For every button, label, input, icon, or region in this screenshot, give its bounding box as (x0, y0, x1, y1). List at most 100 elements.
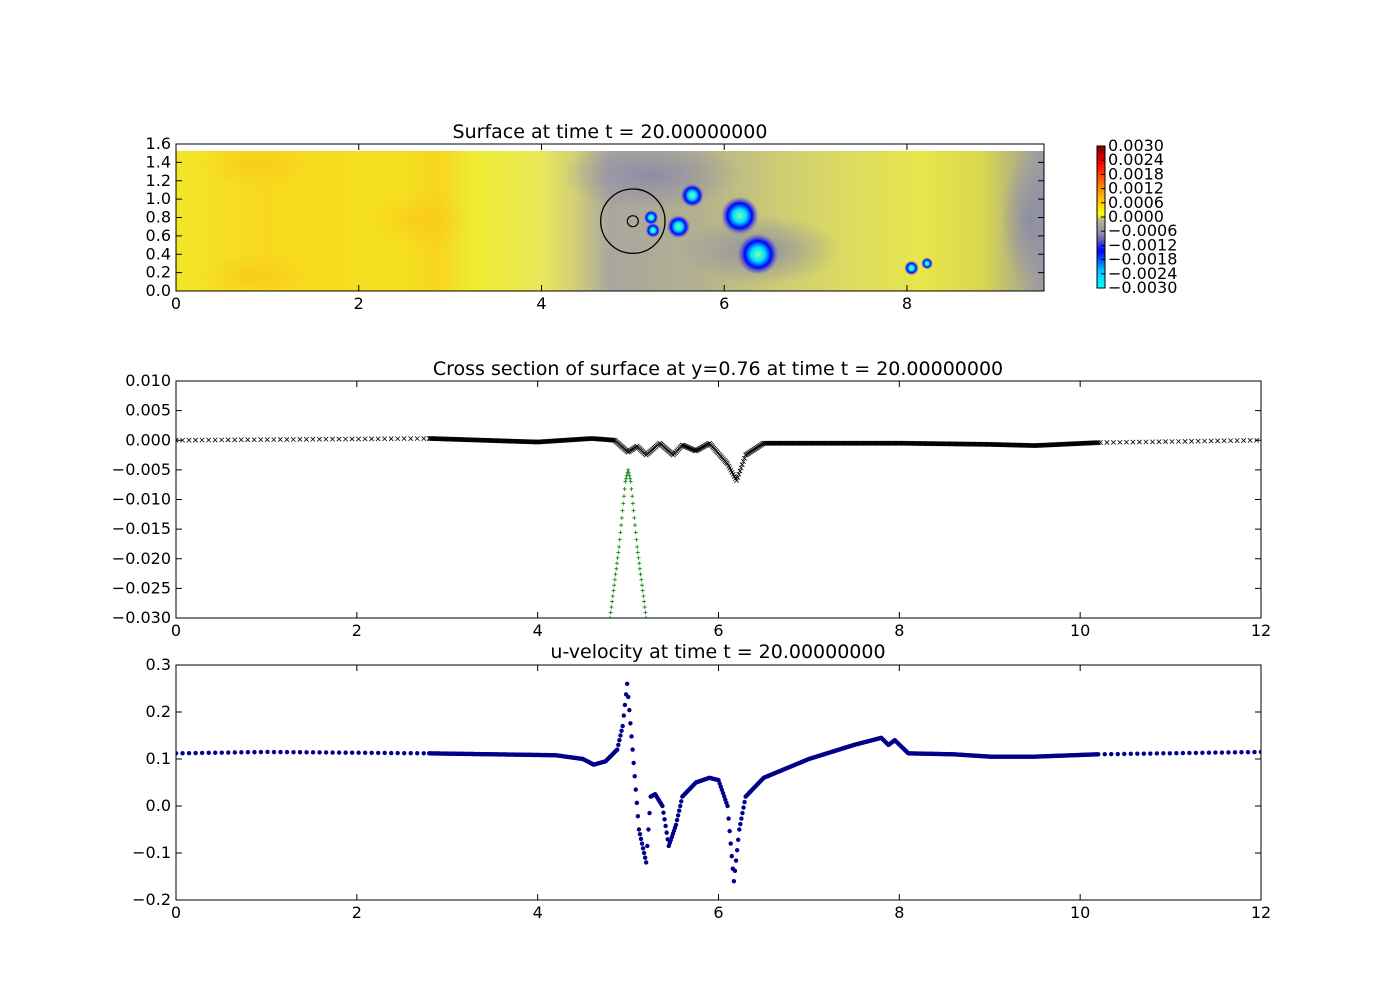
u-velocity-xtick-label: 0 (171, 903, 181, 922)
cross-section-x-point (375, 436, 381, 442)
colorbar-tick-label: 0.0006 (1108, 193, 1164, 212)
u-velocity-point (737, 827, 742, 832)
cross-section-x-point (740, 458, 746, 464)
cross-section-x-point (251, 437, 257, 443)
colorbar-tick-label: 0.0018 (1108, 164, 1164, 183)
u-velocity-point (637, 832, 643, 837)
cross-section-x-point (225, 437, 231, 443)
colorbar-tick-label: 0.0000 (1108, 207, 1164, 226)
u-velocity-point (1232, 750, 1238, 755)
u-velocity-ytick-label: 0.1 (146, 749, 171, 768)
heatmap-depression (921, 257, 933, 270)
u-velocity-ytick-label: 0.0 (146, 796, 171, 815)
cross-section-x-point (343, 436, 348, 442)
u-velocity-point (664, 830, 669, 835)
u-velocity-point (642, 855, 648, 860)
u-velocity-point (618, 733, 623, 738)
colorbar-tick-label: −0.0018 (1108, 250, 1177, 269)
heatmap-title: Surface at time t = 20.00000000 (453, 121, 768, 143)
u-velocity-point (1167, 751, 1173, 756)
u-velocity-point (725, 803, 730, 809)
cross-section-plus-point (611, 588, 616, 593)
cross-section-x-point (264, 437, 270, 443)
cross-section-x-point (421, 436, 427, 441)
cross-section-x-point (356, 436, 362, 442)
u-velocity-point (624, 681, 630, 686)
cross-section-x-point (734, 478, 740, 484)
cross-section-ytick-label: −0.030 (112, 608, 171, 627)
cross-section-x-point (1202, 438, 1208, 444)
u-velocity-title: u-velocity at time t = 20.00000000 (550, 641, 885, 663)
cross-section-x-point (1182, 438, 1188, 444)
cross-section-x-point (290, 436, 296, 442)
u-velocity-point (731, 879, 737, 884)
cross-section-x-point (1195, 438, 1201, 444)
u-velocity-point (738, 821, 743, 827)
u-velocity-point (741, 805, 746, 810)
u-velocity-point (639, 841, 645, 846)
cross-section-plus-point (608, 616, 612, 618)
colorbar-tick-label: 0.0024 (1108, 150, 1164, 169)
u-velocity-point (1187, 750, 1192, 756)
heatmap-depression (643, 210, 659, 225)
cross-section-x-point (1093, 440, 1099, 446)
u-velocity-point (304, 750, 309, 755)
u-velocity-point (1122, 751, 1127, 757)
cross-section-x-point (1215, 438, 1221, 444)
u-velocity-point (284, 749, 290, 755)
u-velocity-point (1180, 750, 1186, 756)
cross-section-frame (175, 380, 1262, 619)
cross-section-plus-point (615, 555, 620, 560)
cross-section-xtick-label: 12 (1251, 621, 1271, 640)
u-velocity-point (630, 747, 635, 752)
cross-section-x-point (1241, 438, 1247, 443)
cross-section-plus-point (608, 610, 613, 615)
cross-section-plus-point (612, 577, 617, 582)
cross-section-x-point (1150, 439, 1155, 445)
heatmap-ytick-label: 1.6 (146, 134, 171, 153)
u-velocity-point (641, 850, 647, 856)
cross-section-x-point (1104, 440, 1110, 445)
cross-section-plus-point (627, 473, 632, 478)
cross-section-x-point (284, 436, 290, 442)
u-velocity-point (628, 721, 633, 726)
u-velocity-point (388, 750, 394, 756)
cross-section-x-point (1176, 438, 1182, 444)
colorbar-tick-label: 0.0012 (1108, 179, 1164, 198)
cross-section-plus-point (630, 501, 635, 506)
cross-section-ytick-label: −0.010 (112, 490, 171, 509)
cross-section-plus-point (634, 537, 639, 542)
heatmap-depression (904, 260, 919, 276)
u-velocity-ytick-label: −0.2 (132, 890, 171, 909)
u-velocity-ytick-label: 0.3 (146, 655, 171, 674)
u-velocity-point (729, 853, 734, 859)
u-velocity-point (622, 702, 628, 708)
heatmap-ytick-label: 0.6 (146, 226, 171, 245)
cross-section-x-point (349, 436, 355, 442)
u-velocity-point (226, 750, 231, 755)
cross-section-plus-point (628, 476, 633, 481)
cross-section-plus-point (642, 605, 647, 610)
cross-section-ytick-label: −0.025 (112, 578, 171, 597)
u-velocity-point (421, 751, 426, 756)
cross-section-plus-point (628, 479, 633, 484)
u-velocity-point (180, 751, 185, 756)
u-velocity-point (663, 823, 668, 829)
heatmap-xtick-label: 0 (171, 294, 181, 313)
cross-section-plus-point (640, 588, 645, 593)
cross-section-x-point (609, 437, 615, 443)
u-velocity-point (382, 750, 387, 756)
cross-section-ytick-label: 0.005 (125, 401, 171, 420)
u-velocity-point (219, 750, 224, 755)
u-velocity-point (646, 827, 651, 832)
heatmap-depression (720, 196, 759, 235)
cross-section-x-point (186, 437, 192, 443)
u-velocity-point (252, 749, 257, 755)
u-velocity-point (1245, 749, 1251, 755)
u-velocity-point (675, 813, 681, 818)
u-velocity-point (673, 822, 679, 827)
u-velocity-ytick-label: −0.1 (132, 843, 171, 862)
u-velocity-point (239, 750, 244, 755)
cross-section-plus-point (626, 467, 631, 472)
